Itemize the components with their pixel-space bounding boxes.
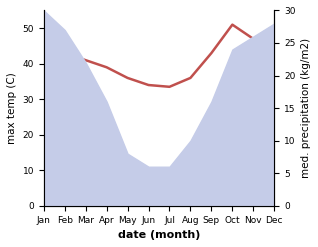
Y-axis label: max temp (C): max temp (C): [7, 72, 17, 144]
X-axis label: date (month): date (month): [118, 230, 200, 240]
Y-axis label: med. precipitation (kg/m2): med. precipitation (kg/m2): [301, 38, 311, 178]
